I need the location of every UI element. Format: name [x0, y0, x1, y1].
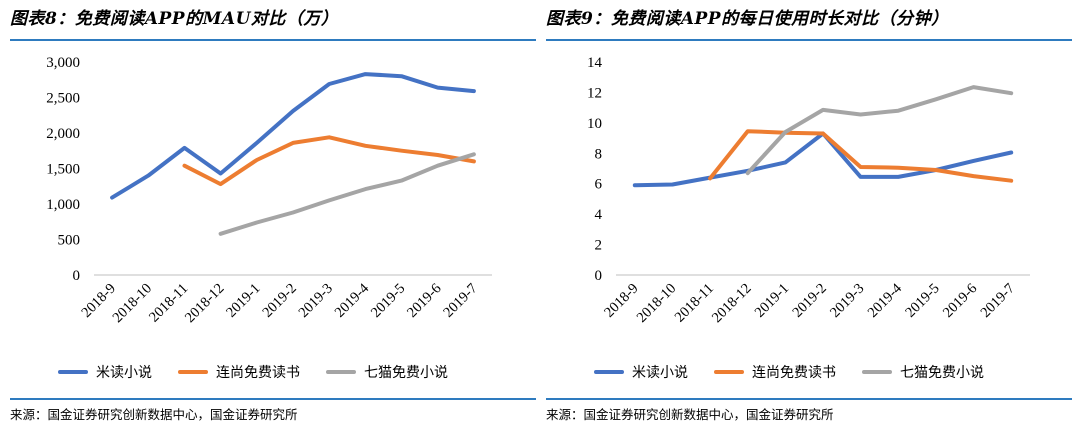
- y-tick-label: 0: [73, 268, 81, 284]
- legend-label: 七猫免费小说: [900, 365, 984, 381]
- legend-label: 七猫免费小说: [364, 365, 448, 381]
- x-tick-label: 2019-7: [440, 281, 480, 321]
- series-line-2: [708, 129, 1014, 183]
- x-tick-label: 2019-7: [978, 281, 1018, 321]
- chart-panel-daily-usage: 图表9：免费阅读APP的每日使用时长对比（分钟） 0 2 4 6 8 10 12 14 2018…: [546, 0, 1072, 434]
- y-tick-label: 1,500: [46, 162, 80, 178]
- series-line-3: [218, 152, 476, 236]
- y-tick-label: 500: [58, 233, 81, 249]
- chart-legend: 米读小说 连尚免费读书 七猫免费小说: [594, 361, 1010, 383]
- legend-item: 七猫免费小说: [326, 362, 448, 382]
- chart-title: 图表9：免费阅读APP的每日使用时长对比（分钟）: [546, 9, 949, 29]
- x-tick-label: 2018-12: [182, 281, 227, 326]
- legend-swatch: [178, 370, 208, 374]
- y-tick-label: 12: [587, 85, 602, 101]
- legend-item: 连尚免费读书: [714, 362, 836, 382]
- x-tick-label: 2019-5: [368, 281, 408, 321]
- source-rule: [546, 398, 1072, 400]
- legend-swatch: [594, 370, 624, 374]
- chart-source: 来源：国金证券研究创新数据中心，国金证券研究所: [546, 407, 834, 422]
- mau-line-chart: 05001,0001,5002,0002,5003,0002018-92018-…: [46, 55, 492, 326]
- legend-label: 连尚免费读书: [216, 365, 300, 381]
- series-line-3: [745, 85, 1014, 176]
- x-tick-label: 2018-11: [146, 281, 191, 326]
- x-tick-label: 2019-4: [332, 280, 373, 321]
- x-tick-label: 2019-4: [865, 280, 906, 321]
- y-tick-label: 4: [595, 207, 603, 223]
- legend-label: 米读小说: [632, 365, 688, 381]
- x-tick-label: 2019-2: [259, 281, 299, 321]
- y-tick-label: 3,000: [46, 55, 80, 71]
- legend-label: 米读小说: [96, 365, 152, 381]
- x-tick-label: 2018-11: [672, 281, 717, 326]
- x-tick-label: 2018-10: [110, 281, 155, 326]
- y-tick-label: 10: [587, 116, 602, 132]
- daily-usage-line-chart: 024681012142018-92018-102018-112018-1220…: [587, 55, 1030, 326]
- chart-panel-mau: 图表8：免费阅读APP的MAU对比（万） 0 500 1,000 1,500 2,000…: [10, 0, 536, 434]
- y-tick-label: 8: [595, 146, 603, 162]
- legend-swatch: [862, 370, 892, 374]
- y-tick-label: 1,000: [46, 197, 80, 213]
- y-tick-label: 2,500: [46, 91, 80, 107]
- x-tick-label: 2019-3: [296, 281, 336, 321]
- source-rule: [10, 398, 536, 400]
- x-tick-label: 2019-5: [902, 281, 942, 321]
- title-rule: [10, 39, 536, 41]
- x-tick-label: 2018-12: [709, 281, 754, 326]
- chart-source: 来源：国金证券研究创新数据中心，国金证券研究所: [10, 407, 298, 422]
- y-tick-label: 6: [595, 177, 603, 193]
- y-tick-label: 0: [595, 268, 603, 284]
- legend-item: 连尚免费读书: [178, 362, 300, 382]
- title-rule: [546, 39, 1072, 41]
- y-tick-label: 14: [587, 55, 603, 71]
- chart-legend: 米读小说 连尚免费读书 七猫免费小说: [58, 361, 474, 383]
- chart-title: 图表8：免费阅读APP的MAU对比（万）: [10, 9, 339, 29]
- legend-item: 七猫免费小说: [862, 362, 984, 382]
- y-tick-label: 2,000: [46, 126, 80, 142]
- x-tick-label: 2019-6: [940, 281, 980, 321]
- series-line-1: [632, 131, 1014, 188]
- x-tick-label: 2019-2: [789, 281, 829, 321]
- x-tick-label: 2018-10: [634, 281, 679, 326]
- x-tick-label: 2019-3: [827, 281, 867, 321]
- legend-item: 米读小说: [594, 362, 688, 382]
- legend-label: 连尚免费读书: [752, 365, 836, 381]
- series-line-1: [110, 72, 476, 200]
- series-line-2: [182, 135, 476, 187]
- x-tick-label: 2019-1: [223, 281, 263, 321]
- legend-item: 米读小说: [58, 362, 152, 382]
- x-tick-label: 2019-6: [404, 281, 444, 321]
- legend-swatch: [326, 370, 356, 374]
- x-tick-label: 2019-1: [752, 281, 792, 321]
- legend-swatch: [58, 370, 88, 374]
- legend-swatch: [714, 370, 744, 374]
- y-tick-label: 2: [595, 238, 603, 254]
